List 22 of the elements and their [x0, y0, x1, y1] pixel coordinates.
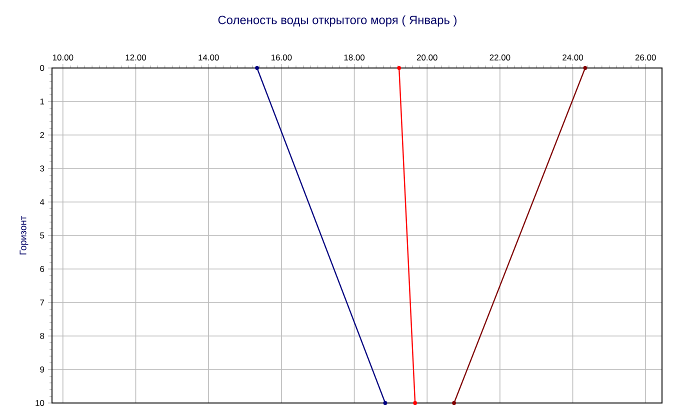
x-tick-label: 24.00 [562, 54, 584, 60]
x-tick-label: 16.00 [271, 54, 292, 60]
y-tick-label: 4 [40, 199, 44, 205]
y-tick-label: 0 [40, 65, 44, 71]
y-tick-label: 10 [36, 400, 44, 406]
x-tick-label: 26.00 [635, 54, 656, 60]
y-tick-label: 1 [40, 98, 44, 104]
x-tick-label: 20.00 [416, 54, 438, 60]
x-tick-label: 22.00 [490, 54, 510, 60]
y-tick-label: 2 [40, 132, 44, 138]
x-tick-label: 10.00 [52, 54, 74, 60]
y-tick-label: 5 [40, 232, 44, 238]
x-tick-label: 12.00 [126, 54, 146, 60]
y-tick-label: 8 [40, 333, 44, 339]
x-tick-label: 14.00 [198, 54, 219, 60]
chart-title: Соленость воды открытого моря ( Январь ) [218, 15, 457, 27]
y-tick-label: 6 [40, 266, 44, 272]
y-tick-label: 3 [40, 166, 44, 172]
y-tick-label: 9 [40, 366, 44, 372]
x-tick-label: 18.00 [344, 54, 365, 60]
y-axis-title: Горизонт [20, 216, 28, 254]
y-tick-label: 7 [40, 300, 44, 306]
